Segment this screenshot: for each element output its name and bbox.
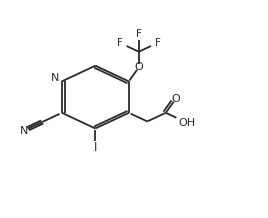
Text: O: O [135,62,143,72]
Text: O: O [171,94,180,104]
Text: I: I [94,141,97,154]
Text: F: F [155,38,161,48]
Text: F: F [117,38,123,48]
Text: N: N [51,73,60,83]
Text: F: F [136,29,142,39]
Text: N: N [20,126,28,136]
Text: OH: OH [178,118,195,128]
